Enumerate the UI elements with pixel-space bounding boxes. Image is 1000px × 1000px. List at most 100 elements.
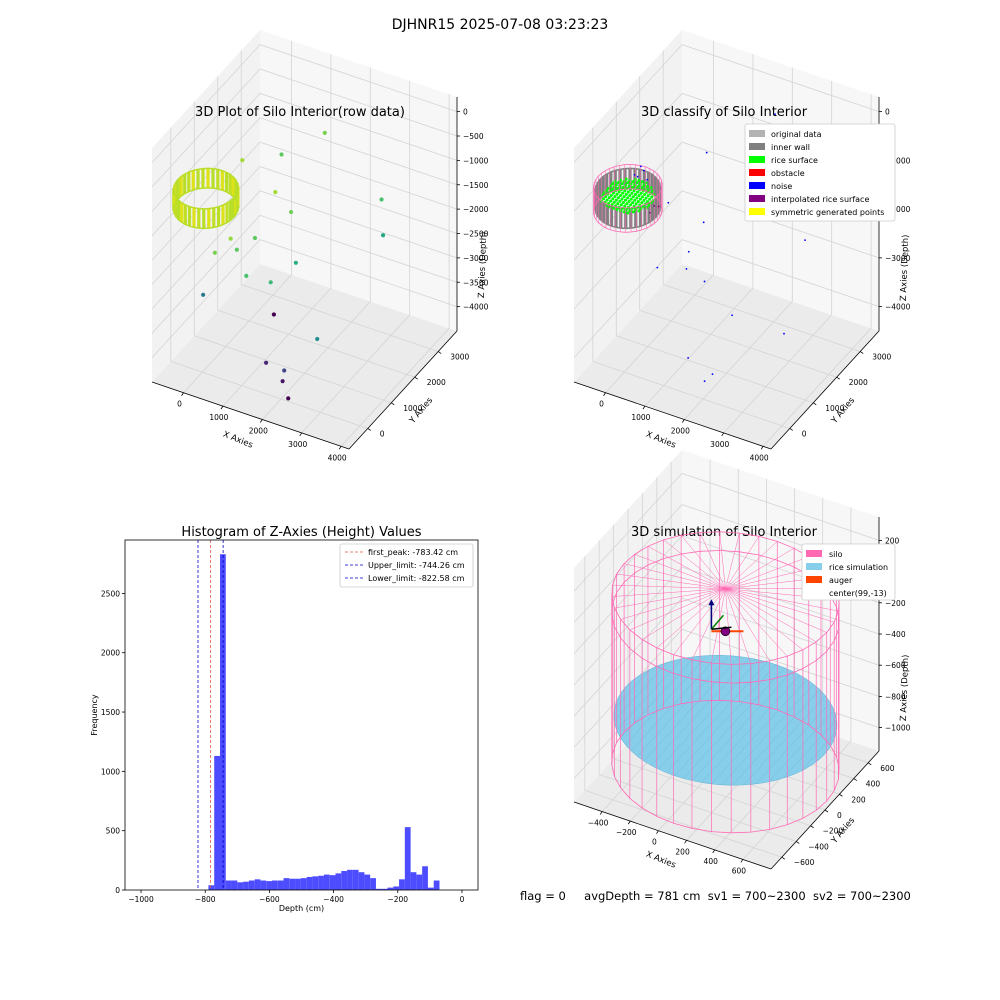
classify-plot-grid-z [573,190,880,310]
raw-plot-data-point [268,280,273,285]
classify-plot-rice-surface-point [649,186,653,190]
classify-plot-xtick-label: 3000 [710,440,729,449]
simulation-plot-legend-swatch [806,550,822,557]
classify-plot-rice-surface-point [616,181,620,185]
classify-plot-grid-y [592,127,790,429]
raw-plot-data-point [280,379,285,384]
raw-plot-data-point [271,312,276,317]
classify-plot-ytick [836,376,840,380]
status-footer: flag = 0 avgDepth = 781 cm sv1 = 700~230… [520,889,911,903]
classify-plot-rice-surface-point [642,198,646,202]
histogram-bar [370,878,376,890]
classify-plot-data-point [774,113,776,116]
classify-plot-rice-surface-point [602,197,606,201]
classify-plot-legend-label: symmetric generated points [771,208,884,217]
raw-plot-grid-z [151,44,458,163]
raw-plot-data-point [244,273,249,278]
histogram-legend-label: Upper_limit: -744.26 cm [368,561,465,570]
simulation-plot-z-arrow-head [708,599,715,606]
classify-plot-rice-surface-point [619,209,623,213]
classify-plot-rice-surface-point [611,197,615,201]
classify-plot-rice-surface-point [639,191,643,195]
simulation-plot-xtick [656,830,659,834]
simulation-plot-ytick-label: −200 [823,827,844,836]
simulation-plot-grid-z [573,472,880,592]
raw-plot-ztick-label: −3000 [463,254,489,263]
classify-plot-rice-surface-point [604,194,608,198]
raw-plot-data-point [315,336,320,342]
classify-plot-rice-surface-point [631,180,635,184]
histogram-bar [225,880,232,890]
simulation-plot-silo-roof-line [680,535,726,589]
histogram-bar [416,874,423,890]
raw-plot-data-point [380,233,386,238]
histogram-title: Histogram of Z-Axies (Height) Values [181,525,421,540]
classify-plot-zlabel: Z Axies (Depth) [899,234,911,301]
simulation-plot-axes: −400−2000200400600−600−400−2000200400600… [573,450,911,875]
classify-plot-data-point [639,165,642,168]
raw-plot-grid-x [301,80,411,434]
classify-plot-rice-surface-point [627,184,631,188]
raw-plot-grid-z [151,190,458,310]
classify-plot-rice-surface-point [619,193,623,197]
simulation-plot-legend-label: center(99,-13) [829,589,887,598]
raw-plot-data-point [234,247,239,252]
classify-plot-rice-surface-point [637,209,641,213]
histogram-bar [393,886,400,890]
sv2-text: sv2 = 700~2300 [812,889,911,903]
simulation-plot-legend-frame [801,543,896,601]
histogram-bar [243,881,249,890]
classify-plot-axes: 0 1000 2000 3000 4000 0 1000 2000 3000 0 −1000 −200… [573,30,911,462]
classify-plot-data-point [711,373,714,376]
histogram-bar [312,876,319,890]
simulation-plot-ytick [867,762,872,766]
raw-plot-data-point [286,396,291,401]
classify-plot-xtick [642,405,646,410]
classify-plot-rice-surface-point [618,199,622,203]
raw-plot-data-point [228,236,233,241]
simulation-plot-grid-y [598,540,797,842]
simulation-plot-silo-roof-line [699,532,726,589]
classify-plot-rice-surface-point [611,182,615,186]
raw-plot-xtick-label: 4000 [328,453,347,462]
classify-plot-ring-silo-edge [593,164,663,209]
simulation-plot-silo-roof-line [725,536,760,589]
classify-plot-data-point [667,201,670,204]
classify-plot-ztick-label: 0 [885,108,890,117]
simulation-plot-x-arrow [711,626,732,631]
simulation-plot-ytick-label: −600 [794,858,815,867]
classify-plot-legend-swatch [749,182,765,189]
simulation-plot-silo-roof-line [725,588,770,662]
simulation-plot-xtick [627,820,631,825]
simulation-plot-silo-roof-line [641,588,726,640]
simulation-plot-grid-y [584,556,782,858]
classify-plot-rice-surface-point [626,211,630,215]
classify-plot-rice-surface-point [644,181,648,185]
classify-plot-data-point [656,266,659,269]
simulation-plot-xaxis-line [573,801,772,870]
classify-plot-rice-surface-point [604,204,608,208]
classify-plot-rice-surface-point [619,203,623,207]
raw-plot-data-point [273,189,278,195]
classify-plot-rice-surface-point [626,190,630,194]
raw-plot-zlabel: Z Axies (Depth) [477,231,489,298]
simulation-plot-rice-mesh-line [722,685,813,784]
simulation-plot-ztick-label: 200 [885,536,900,545]
simulation-plot-ytick [853,778,858,781]
classify-plot-rice-surface-point [616,186,620,190]
classify-plot-rice-surface-point [609,184,613,188]
classify-plot-xaxis-line [573,381,772,450]
classify-plot-rice-surface-point [636,184,640,188]
classify-plot-rice-surface-point [628,178,632,182]
raw-plot-xtick-label: 3000 [288,440,307,449]
classify-plot-rice-surface-point [648,197,652,201]
histogram-ytick-label: 500 [106,827,121,836]
histogram-bar [381,888,388,890]
classify-plot-data-point [687,250,690,253]
histogram-bar [306,876,313,890]
classify-plot-grid-z [573,44,880,163]
histogram-bar [352,869,359,890]
simulation-plot-ytick [795,841,800,844]
classify-plot-ztick-label: −2000 [885,205,911,214]
raw-plot-data-point [201,292,206,297]
